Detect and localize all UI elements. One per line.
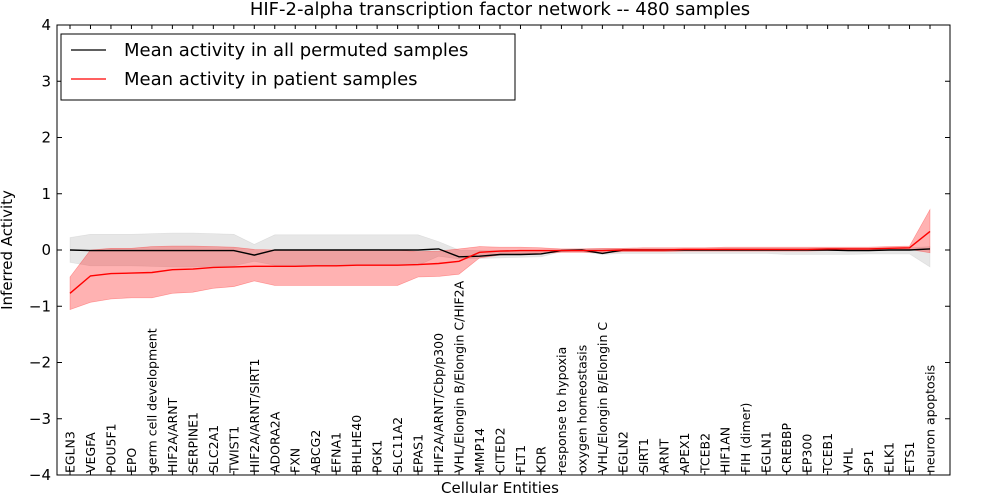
x-category-label: EP300 bbox=[800, 434, 815, 473]
x-axis-title: Cellular Entities bbox=[441, 479, 559, 497]
x-category-label: MMP14 bbox=[472, 428, 487, 473]
y-tick-label: 4 bbox=[41, 16, 51, 34]
x-category-label: EPAS1 bbox=[411, 434, 426, 473]
x-category-label: HIF1AN bbox=[718, 427, 733, 473]
x-axis-ticks bbox=[69, 25, 931, 475]
x-category-label: POU5F1 bbox=[104, 423, 119, 473]
x-category-label: EGLN1 bbox=[759, 431, 774, 473]
x-category-label: ABCG2 bbox=[308, 430, 323, 473]
x-category-label: SLC2A1 bbox=[206, 425, 221, 473]
x-category-label: EPO bbox=[124, 448, 139, 473]
y-tick-label: −2 bbox=[29, 354, 51, 372]
x-category-label: VHL/Elongin B/Elongin C/HIF2A bbox=[452, 280, 467, 473]
x-category-label: VHL/Elongin B/Elongin C bbox=[595, 322, 610, 473]
y-tick-label: 1 bbox=[41, 185, 51, 203]
x-category-label: SERPINE1 bbox=[185, 412, 200, 473]
x-category-label: FXN bbox=[288, 448, 303, 473]
x-category-label: ADORA2A bbox=[267, 411, 282, 473]
x-category-label: HIF2A/ARNT/Cbp/p300 bbox=[431, 333, 446, 473]
x-category-label: CREBBP bbox=[779, 423, 794, 473]
y-tick-label: −1 bbox=[29, 297, 51, 315]
x-category-label: response to hypoxia bbox=[554, 347, 569, 473]
y-axis-ticks: −4 −3 −2 −1 0 1 2 3 4 bbox=[29, 16, 950, 484]
x-category-label: ELK1 bbox=[882, 442, 897, 473]
legend-label-permuted: Mean activity in all permuted samples bbox=[124, 40, 468, 61]
x-category-label: APEX1 bbox=[677, 432, 692, 473]
x-category-label: ARNT bbox=[656, 438, 671, 473]
x-category-label: TWIST1 bbox=[226, 426, 241, 474]
confidence-bands bbox=[69, 208, 931, 311]
x-category-label: HIF2A/ARNT bbox=[165, 397, 180, 473]
y-tick-label: −4 bbox=[29, 466, 51, 484]
x-category-label: PGK1 bbox=[370, 440, 385, 473]
x-category-label: FLT1 bbox=[513, 445, 528, 473]
y-tick-label: 0 bbox=[41, 241, 51, 259]
y-axis-title: Inferred Activity bbox=[0, 190, 16, 310]
legend-box bbox=[60, 33, 516, 101]
x-category-label: VHL bbox=[841, 448, 856, 473]
x-category-label: TCEB2 bbox=[697, 433, 712, 474]
y-tick-label: 2 bbox=[41, 129, 51, 147]
x-category-label: EGLN2 bbox=[615, 431, 630, 473]
x-category-label: CITED2 bbox=[493, 427, 508, 473]
x-axis-category-labels: EGLN3 VEGFA POU5F1 EPO germ cell development… bbox=[63, 280, 938, 474]
x-category-label: germ cell development bbox=[144, 328, 159, 473]
x-category-label: VEGFA bbox=[83, 432, 98, 473]
x-category-label: KDR bbox=[534, 446, 549, 473]
x-category-label: HIF2A/ARNT/SIRT1 bbox=[247, 359, 262, 473]
x-category-label: neuron apoptosis bbox=[923, 365, 938, 473]
y-tick-label: −3 bbox=[29, 410, 51, 428]
x-category-label: SP1 bbox=[861, 450, 876, 473]
legend: Mean activity in all permuted samples Me… bbox=[60, 33, 516, 101]
x-category-label: EFNA1 bbox=[329, 432, 344, 473]
legend-label-patient: Mean activity in patient samples bbox=[124, 69, 418, 90]
y-tick-label: 3 bbox=[41, 72, 51, 90]
chart-title: HIF-2-alpha transcription factor network… bbox=[250, 0, 750, 20]
line-series-1 bbox=[69, 230, 931, 294]
x-category-label: TCEB1 bbox=[820, 433, 835, 474]
x-category-label: ETS1 bbox=[902, 442, 917, 473]
x-category-label: BHLHE40 bbox=[349, 415, 364, 473]
band-series-1 bbox=[69, 208, 931, 311]
x-category-label: EGLN3 bbox=[63, 431, 78, 473]
x-category-label: SIRT1 bbox=[636, 438, 651, 473]
x-category-label: oxygen homeostasis bbox=[574, 345, 589, 473]
x-category-label: FIH (dimer) bbox=[738, 403, 753, 473]
x-category-label: SLC11A2 bbox=[390, 417, 405, 473]
series-lines bbox=[69, 230, 931, 294]
